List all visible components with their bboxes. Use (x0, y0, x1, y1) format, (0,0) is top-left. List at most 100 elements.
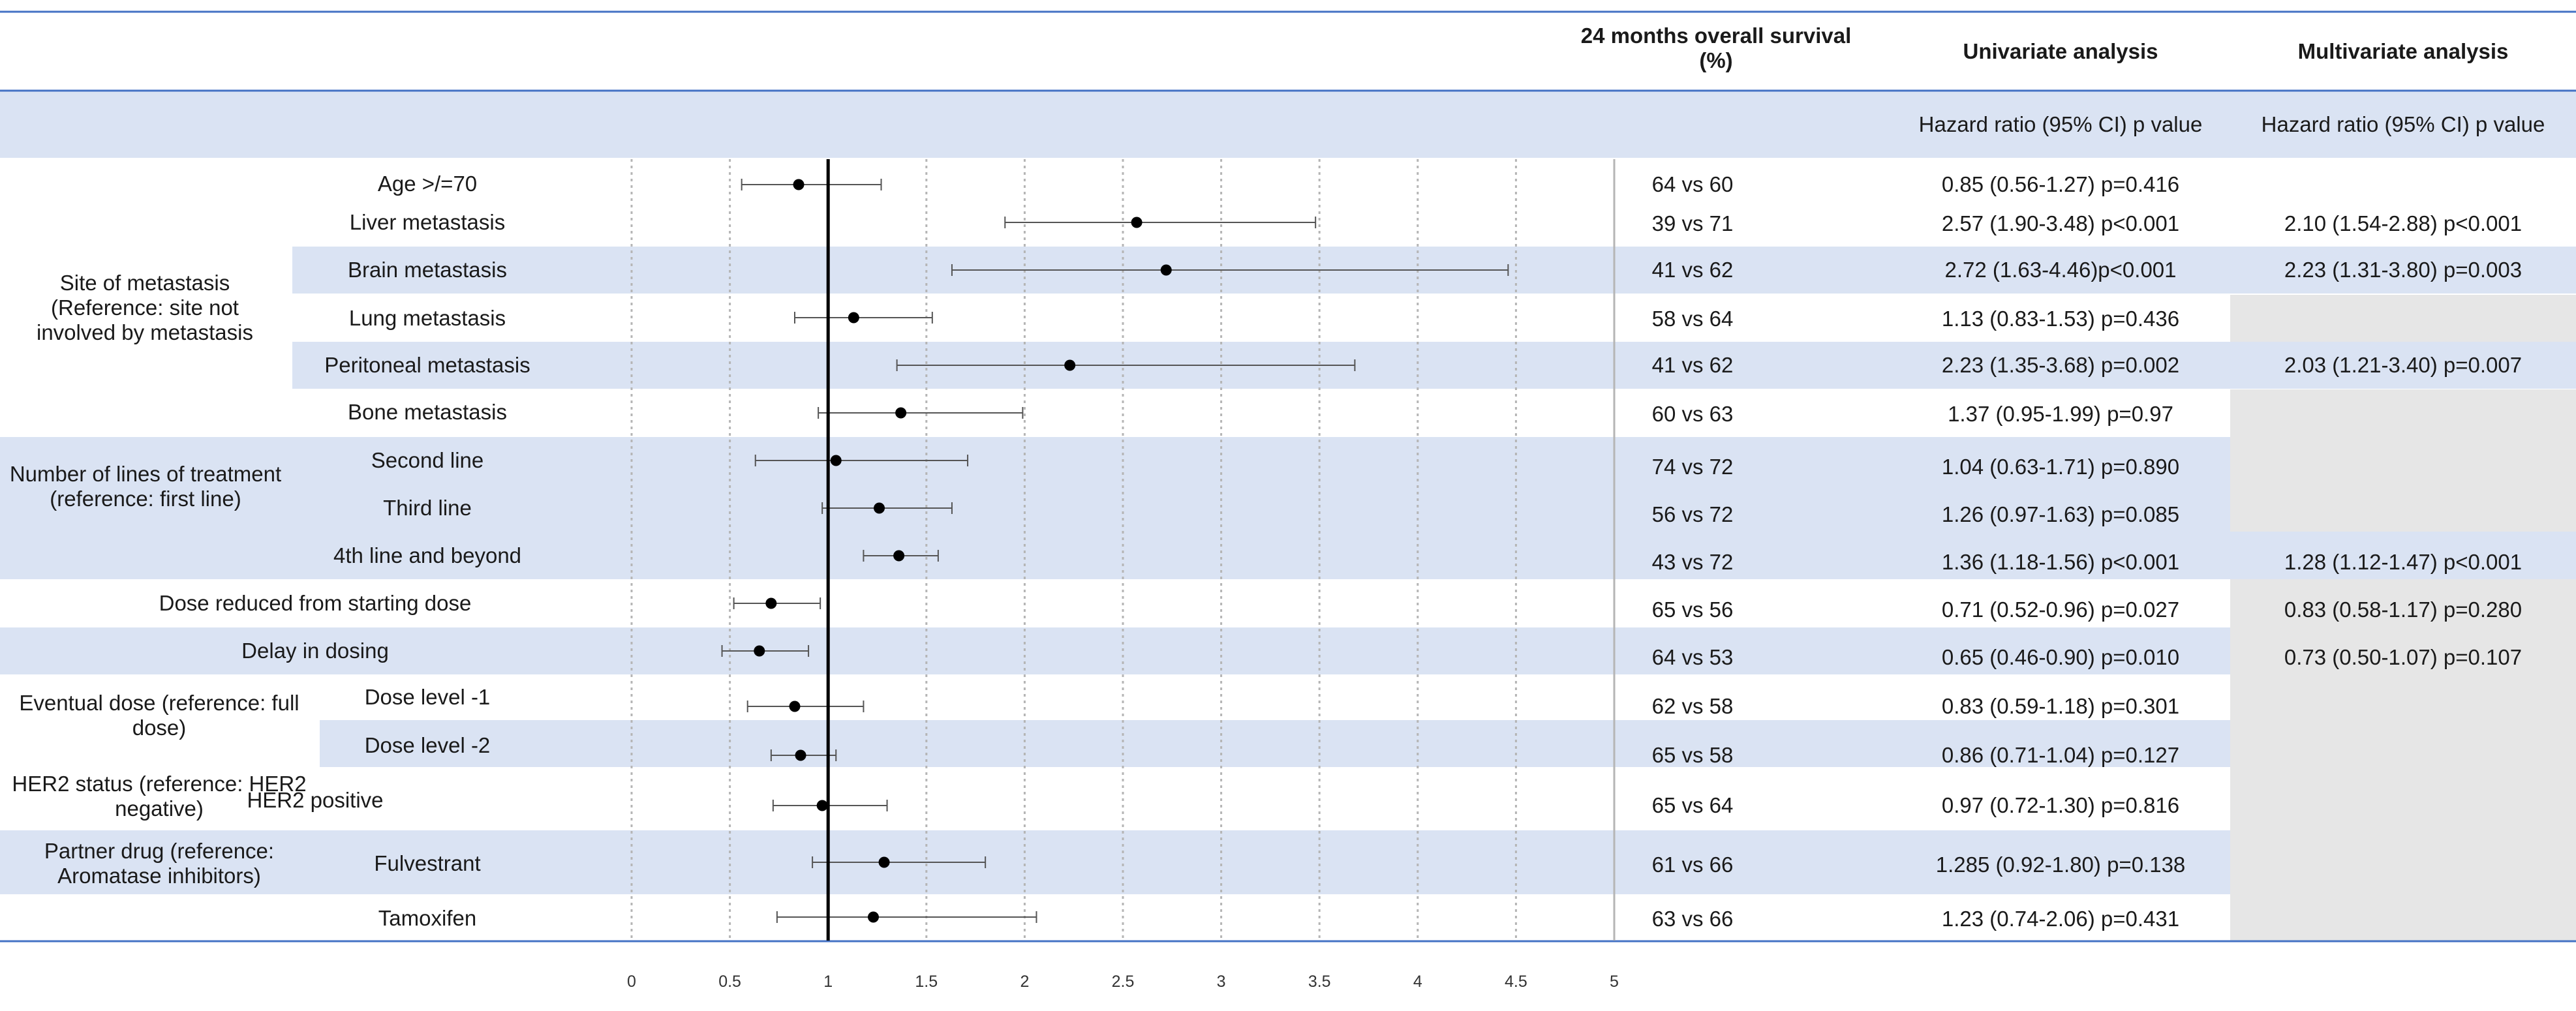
x-tick-label: 4 (1413, 973, 1422, 991)
row-label: Tamoxifen (378, 906, 477, 930)
row-label: Bone metastasis (348, 400, 507, 424)
band-partner (0, 830, 2576, 894)
survival-value: 41 vs 62 (1651, 258, 1734, 282)
x-tick-label: 5 (1610, 973, 1619, 991)
univariate-value: 0.71 (0.52-0.96) p=0.027 (1941, 597, 2180, 622)
survival-value: 41 vs 62 (1651, 353, 1734, 377)
univariate-value: 2.57 (1.90-3.48) p<0.001 (1941, 211, 2180, 235)
multivariate-value: 1.28 (1.12-1.47) p<0.001 (2284, 550, 2522, 574)
subheader-univariate: Hazard ratio (95% CI) p value (1918, 112, 2203, 136)
band-dose-2 (320, 720, 2576, 767)
hazard-ratio-point (893, 550, 905, 562)
hazard-ratio-point (1064, 359, 1076, 371)
univariate-value: 1.36 (1.18-1.56) p<0.001 (1941, 550, 2180, 574)
univariate-value: 0.83 (0.59-1.18) p=0.301 (1941, 694, 2180, 718)
grey-cell-lower (2230, 579, 2576, 941)
univariate-value: 0.97 (0.72-1.30) p=0.816 (1941, 793, 2180, 817)
univariate-value: 1.26 (0.97-1.63) p=0.085 (1941, 502, 2180, 526)
x-tick-label: 1 (823, 973, 833, 991)
survival-value: 65 vs 58 (1651, 743, 1734, 767)
group-label-partner: Partner drug (reference: Aromatase inhib… (44, 839, 275, 888)
x-tick-label: 0.5 (718, 973, 741, 991)
x-tick-label: 4.5 (1505, 973, 1527, 991)
univariate-value: 2.72 (1.63-4.46)p<0.001 (1944, 258, 2177, 282)
band-peritoneal (292, 342, 2576, 389)
hazard-ratio-point (1131, 217, 1142, 228)
hazard-ratio-point (895, 407, 907, 419)
hazard-ratio-point (793, 179, 805, 190)
group-label-her2: HER2 status (reference: HER2 negative) (12, 772, 307, 821)
row-label: Liver metastasis (349, 210, 506, 234)
x-tick-label: 1.5 (915, 973, 938, 991)
header-survival: 24 months overall survival (%) (1580, 23, 1852, 72)
survival-value: 43 vs 72 (1651, 550, 1734, 574)
band-brain-right (1612, 247, 2576, 294)
subheader-band (0, 91, 2576, 158)
survival-value: 61 vs 66 (1651, 853, 1734, 877)
survival-value: 63 vs 66 (1651, 907, 1734, 931)
row-label: Delay in dosing (241, 639, 389, 663)
multivariate-value: 2.10 (1.54-2.88) p<0.001 (2284, 211, 2522, 235)
survival-value: 74 vs 72 (1651, 455, 1734, 479)
row-label: 4th line and beyond (333, 543, 522, 567)
row-label: HER2 positive (247, 788, 384, 812)
survival-value: 65 vs 56 (1651, 597, 1734, 622)
band-lines (0, 437, 2576, 579)
subheader-multivariate: Hazard ratio (95% CI) p value (2261, 112, 2545, 136)
hazard-ratio-point (765, 597, 777, 609)
multivariate-value: 2.03 (1.21-3.40) p=0.007 (2284, 353, 2522, 377)
hazard-ratio-point (878, 856, 890, 868)
row-label: Dose level -1 (364, 685, 491, 709)
x-tick-label: 2 (1020, 973, 1029, 991)
header-univariate: Univariate analysis (1963, 39, 2158, 63)
multivariate-value: 0.73 (0.50-1.07) p=0.107 (2284, 645, 2522, 669)
univariate-value: 1.23 (0.74-2.06) p=0.431 (1941, 907, 2180, 931)
hazard-ratio-point (848, 312, 859, 324)
grey-cell-lung (2230, 295, 2576, 342)
header-multivariate: Multivariate analysis (2297, 39, 2509, 63)
row-label: Third line (383, 496, 472, 520)
row-label: Brain metastasis (348, 258, 507, 282)
survival-value: 62 vs 58 (1651, 694, 1734, 718)
survival-value: 65 vs 64 (1651, 793, 1734, 817)
univariate-value: 1.285 (0.92-1.80) p=0.138 (1935, 853, 2186, 877)
hazard-ratio-point (830, 455, 842, 466)
hazard-ratio-point (789, 701, 801, 712)
hazard-ratio-point (754, 645, 765, 657)
multivariate-value: 0.83 (0.58-1.17) p=0.280 (2284, 597, 2522, 622)
row-label: Age >/=70 (377, 172, 478, 196)
univariate-value: 0.86 (0.71-1.04) p=0.127 (1941, 743, 2180, 767)
multivariate-value: 2.23 (1.31-3.80) p=0.003 (2284, 258, 2522, 282)
hazard-ratio-point (867, 911, 879, 923)
x-tick-label: 2.5 (1112, 973, 1135, 991)
survival-value: 64 vs 53 (1651, 645, 1734, 669)
hazard-ratio-point (816, 800, 828, 811)
hazard-ratio-point (1160, 264, 1172, 276)
univariate-value: 0.65 (0.46-0.90) p=0.010 (1941, 645, 2180, 669)
univariate-value: 1.37 (0.95-1.99) p=0.97 (1948, 402, 2173, 426)
survival-value: 60 vs 63 (1651, 402, 1734, 426)
x-tick-label: 3.5 (1308, 973, 1331, 991)
band-delay (0, 627, 2576, 674)
hazard-ratio-point (874, 502, 885, 514)
univariate-value: 1.13 (0.83-1.53) p=0.436 (1941, 307, 2180, 331)
group-label-lines: Number of lines of treatment (reference:… (9, 462, 282, 511)
survival-value: 58 vs 64 (1651, 307, 1734, 331)
grey-cell-bone-lines (2230, 389, 2576, 532)
x-tick-label: 0 (627, 973, 636, 991)
survival-value: 39 vs 71 (1651, 211, 1734, 235)
x-tick-label: 3 (1217, 973, 1226, 991)
hazard-ratio-point (795, 749, 806, 761)
survival-value: 56 vs 72 (1651, 502, 1734, 526)
group-label-eventual: Eventual dose (reference: full dose) (19, 691, 299, 740)
row-label: Dose reduced from starting dose (159, 591, 472, 615)
row-label: Dose level -2 (364, 733, 491, 757)
row-label: Lung metastasis (348, 306, 506, 330)
univariate-value: 2.23 (1.35-3.68) p=0.002 (1941, 353, 2180, 377)
row-label: Second line (371, 448, 484, 472)
row-label: Peritoneal metastasis (324, 353, 530, 377)
row-label: Fulvestrant (374, 851, 481, 875)
univariate-value: 0.85 (0.56-1.27) p=0.416 (1941, 172, 2180, 196)
univariate-value: 1.04 (0.63-1.71) p=0.890 (1941, 455, 2180, 479)
